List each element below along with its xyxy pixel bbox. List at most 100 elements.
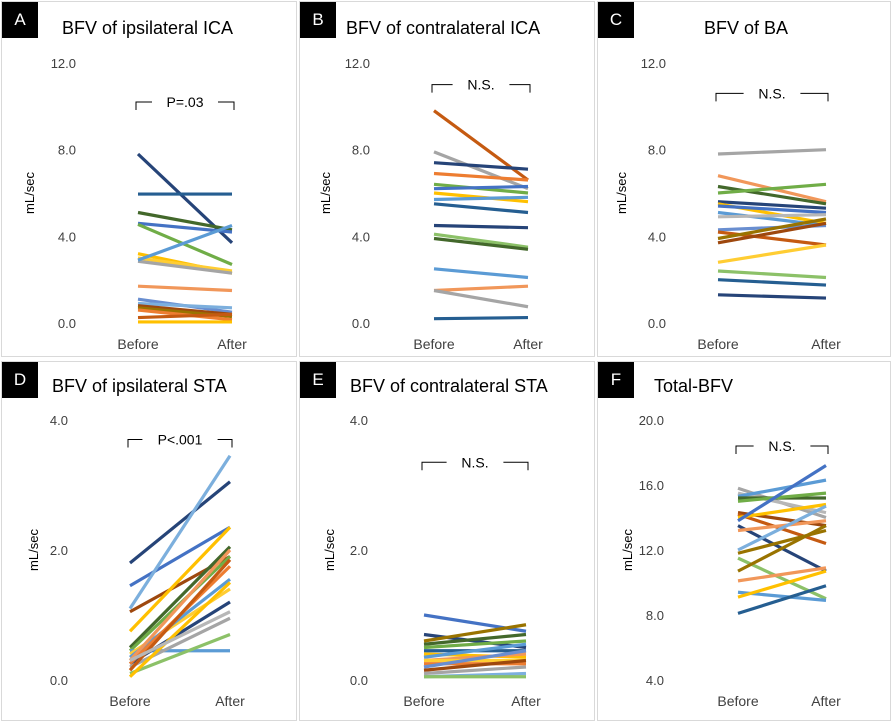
series-line [433, 161, 529, 171]
x-category-label: Before [117, 336, 158, 352]
series-line [433, 195, 529, 202]
x-category-label: After [511, 693, 541, 709]
x-category-label: Before [403, 693, 444, 709]
bracket-left [715, 92, 744, 102]
series-line [717, 213, 827, 219]
series-line [737, 566, 827, 583]
series-line [433, 202, 529, 215]
series-line [717, 184, 827, 206]
series-line [737, 504, 827, 552]
significance-label: P<.001 [158, 432, 203, 448]
y-tick-label: 0.0 [350, 673, 368, 688]
y-axis-label: mL/sec [322, 529, 337, 571]
y-tick-label: 0.0 [648, 316, 666, 331]
panel-letter: A [2, 2, 38, 38]
panel-f: F Total-BFV mL/sec 4.0 8.0 12.0 16.0 20.0 Befo… [597, 361, 891, 721]
y-tick-label: 8.0 [648, 143, 666, 158]
bracket-left [421, 461, 447, 471]
bracket-left [735, 445, 754, 454]
y-tick-label: 20.0 [639, 413, 664, 428]
series-line [433, 288, 529, 309]
panel-d: D BFV of ipsilateral STA mL/sec 0.0 2.0 4.0… [1, 361, 297, 721]
y-axis-label: mL/sec [26, 529, 41, 571]
series-line [433, 184, 529, 191]
x-category-label: Before [697, 336, 738, 352]
series-line [433, 284, 529, 293]
series-line [128, 526, 232, 633]
series-line [423, 613, 527, 633]
series-line [129, 610, 231, 662]
y-tick-label: 16.0 [639, 478, 664, 493]
y-tick-label: 12.0 [639, 543, 664, 558]
bracket-right [217, 439, 233, 448]
series-line [129, 525, 231, 588]
series-line [137, 304, 233, 316]
panel-letter: C [598, 2, 634, 38]
y-axis-label: mL/sec [318, 172, 333, 214]
series-line [137, 256, 233, 273]
series-line [423, 632, 527, 646]
panel-b: B BFV of contralateral ICA mL/sec 0.0 4.0 8… [299, 1, 595, 357]
y-axis-label: mL/sec [620, 529, 635, 571]
series-line [433, 171, 529, 182]
bracket-right [800, 92, 829, 102]
series-line [128, 548, 232, 662]
series-line [137, 312, 233, 320]
bracket-left [127, 439, 143, 448]
chart-svg: mL/sec 0.0 4.0 8.0 12.0 Before After P=.03 [22, 56, 247, 352]
chart-title: BFV of contralateral ICA [346, 18, 541, 38]
panel-letter: D [2, 362, 38, 398]
series-line [128, 581, 232, 678]
y-tick-label: 0.0 [50, 673, 68, 688]
y-tick-label: 0.0 [352, 316, 370, 331]
panel-letter: F [598, 362, 634, 398]
series-line [423, 639, 527, 650]
series-line [717, 269, 827, 280]
y-tick-label: 2.0 [50, 543, 68, 558]
chart-title: BFV of ipsilateral STA [52, 376, 227, 396]
series-line [423, 665, 527, 676]
series-line [737, 464, 827, 523]
series-line [717, 148, 827, 156]
series-line [433, 232, 529, 249]
series-line [717, 293, 827, 300]
bracket-right [810, 445, 829, 454]
panel-e: E BFV of contralateral STA mL/sec 0.0 2.0 4… [299, 361, 595, 721]
panel-c: C BFV of BA mL/sec 0.0 4.0 8.0 12.0 Before Aft… [597, 1, 891, 357]
series-line [737, 519, 827, 533]
x-category-label: After [217, 336, 247, 352]
bracket-right [509, 84, 531, 93]
bracket-right [218, 101, 235, 110]
y-tick-label: 4.0 [352, 229, 370, 244]
series-line [423, 623, 527, 643]
significance-label: N.S. [758, 85, 785, 101]
panel-letter: E [300, 362, 336, 398]
series-line [137, 284, 233, 293]
y-tick-label: 4.0 [646, 673, 664, 688]
series-line [737, 584, 827, 615]
y-tick-label: 12.0 [345, 56, 370, 71]
series-line [433, 236, 529, 251]
y-tick-label: 4.0 [350, 413, 368, 428]
x-category-label: Before [717, 693, 758, 709]
series-line [737, 491, 827, 515]
panel-letter: B [300, 2, 336, 38]
y-tick-label: 8.0 [646, 608, 664, 623]
series-line [717, 243, 827, 264]
panel-a: A BFV of ipsilateral ICA mL/sec 0.0 4.0 8.0… [1, 1, 297, 357]
chart-title: BFV of ipsilateral ICA [62, 18, 234, 38]
y-tick-label: 4.0 [648, 229, 666, 244]
chart-title: BFV of contralateral STA [350, 376, 548, 396]
chart-svg: mL/sec 0.0 2.0 4.0 Before After N.S. [322, 413, 541, 709]
y-tick-label: 12.0 [51, 56, 76, 71]
chart-title: BFV of BA [704, 18, 789, 38]
y-tick-label: 12.0 [641, 56, 666, 71]
series-line [737, 478, 827, 498]
y-tick-label: 2.0 [350, 543, 368, 558]
significance-label: N.S. [461, 454, 488, 470]
x-category-label: After [811, 693, 841, 709]
chart-svg: mL/sec 0.0 2.0 4.0 Before After P<.001 [26, 413, 245, 709]
significance-label: P=.03 [167, 94, 204, 110]
series-line [717, 278, 827, 287]
series-line [717, 221, 827, 245]
